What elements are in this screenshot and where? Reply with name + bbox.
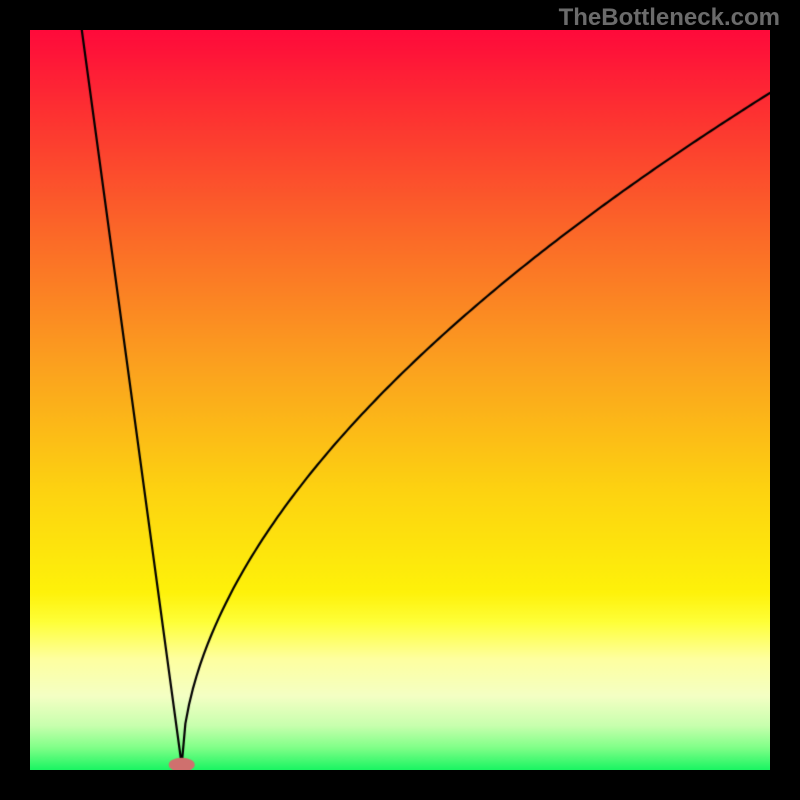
plot-canvas [30, 30, 770, 770]
plot-area [30, 30, 770, 770]
frame-left [0, 0, 30, 800]
frame-right [770, 0, 800, 800]
frame-bottom [0, 770, 800, 800]
watermark-label: TheBottleneck.com [559, 4, 780, 32]
